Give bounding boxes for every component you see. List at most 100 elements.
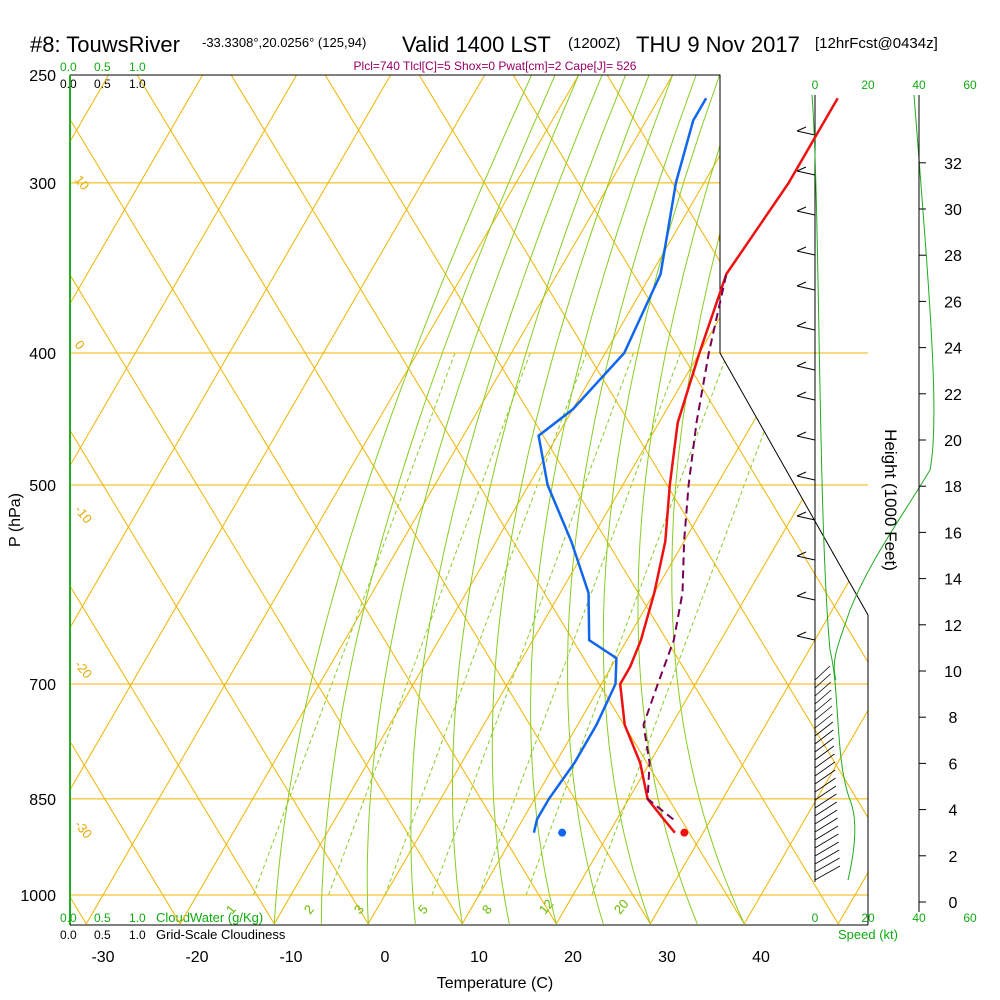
surface-temperature-marker — [680, 828, 689, 837]
mixing-ratio-line — [478, 352, 682, 896]
wind-barb-flag — [796, 246, 807, 252]
parcel-line — [642, 273, 728, 821]
moist-adiabat-line — [491, 75, 650, 924]
moist-adiabat-line — [273, 75, 533, 924]
wind-barb — [814, 737, 834, 753]
wind-barb — [796, 595, 816, 601]
cloudiness-scale-bottom-0: 0.0 — [60, 928, 77, 942]
wind-barb-flag — [796, 431, 807, 437]
moist-adiabat-line — [671, 75, 768, 925]
moist-adiabat-line — [602, 75, 721, 925]
cloudwater-scale-0: 0.0 — [60, 60, 77, 74]
wind-barb — [796, 435, 816, 441]
height-tick-label: 24 — [944, 341, 962, 358]
wind-barb — [814, 833, 839, 849]
cloudiness-scale-1: 0.5 — [94, 77, 111, 91]
height-tick-label: 16 — [944, 525, 962, 542]
moist-adiabat-line — [320, 75, 556, 924]
isotherm-line — [555, 75, 868, 925]
wind-barb — [814, 729, 834, 745]
moist-adiabat-line — [410, 75, 603, 924]
speed-tick-bottom-40: 40 — [912, 911, 926, 925]
isobars — [70, 74, 868, 896]
wind-barb — [814, 777, 836, 793]
wind-barb — [814, 817, 838, 833]
moist-adiabat-line — [452, 75, 627, 924]
temperature-tick-label: -20 — [185, 949, 208, 966]
mixing-ratio-line — [328, 352, 531, 896]
date-text: THU 9 Nov 2017 — [636, 32, 800, 57]
wind-barb — [814, 681, 832, 697]
cloudwater-scale-bottom-0: 0.0 — [60, 911, 77, 925]
wind-barb-flag — [796, 511, 807, 517]
wind-barb — [796, 515, 816, 521]
wind-barb-flag — [796, 281, 807, 287]
mixing-ratio-label: 2 — [301, 902, 317, 917]
wind-barb — [814, 857, 840, 873]
wind-barb — [814, 865, 841, 881]
wind-barb-flag — [796, 126, 807, 132]
wind-barb — [796, 395, 816, 401]
isotherm-line — [649, 75, 868, 925]
wind-barb — [814, 785, 837, 801]
dry-adiabat-line — [70, 75, 181, 925]
zulu-time: (1200Z) — [568, 35, 621, 52]
sounding-params: Plcl=740 Tlcl[C]=5 Shox=0 Pwat[cm]=2 Cap… — [354, 59, 637, 73]
x-axis-label: Temperature (C) — [437, 975, 553, 992]
wind-barb — [796, 555, 816, 561]
wind-barb — [814, 849, 840, 865]
isotherm-line — [461, 75, 868, 925]
height-tick-label: 32 — [944, 156, 962, 173]
pressure-tick-label: 700 — [29, 677, 56, 694]
pressure-tick-label: 1000 — [20, 888, 56, 905]
cloudiness-scale-bottom-1: 0.5 — [94, 928, 111, 942]
dry-adiabat-label: -30 — [72, 817, 96, 841]
isotherm-label: 10 — [740, 365, 768, 393]
height-tick-label: 14 — [944, 572, 962, 589]
wind-barb — [814, 753, 835, 769]
moist-adiabat-line — [530, 75, 674, 925]
wind-barb — [814, 761, 836, 777]
surface-dewpoint-marker — [558, 828, 567, 837]
isotherm-line — [85, 75, 594, 925]
isotherm-line — [743, 75, 868, 925]
pressure-tick-label: 850 — [29, 792, 56, 809]
dry-adiabat-line — [70, 75, 463, 925]
isotherm-line — [0, 51, 29, 924]
height-tick-label: 22 — [944, 387, 962, 404]
wind-barb-flag — [796, 361, 807, 367]
height-tick-label: 30 — [944, 202, 962, 219]
height-tick-label: 28 — [944, 248, 962, 265]
cloudwater-scale-bottom-2: 1.0 — [129, 911, 146, 925]
y-axis-label: P (hPa) — [7, 493, 24, 547]
moist-adiabat-line — [637, 75, 744, 925]
height-tick-label: 2 — [949, 849, 958, 866]
height-tick-label: 0 — [949, 895, 958, 912]
wind-barb — [814, 721, 834, 737]
height-tick-label: 18 — [944, 479, 962, 496]
wind-barb — [814, 697, 832, 713]
height-tick-label: 4 — [949, 803, 958, 820]
pressure-tick-label: 400 — [29, 346, 56, 363]
speed-tick-top-0: 0 — [812, 78, 819, 92]
height-tick-label: 8 — [949, 710, 958, 727]
mixing-ratio-label: 5 — [415, 902, 431, 917]
wind-barb-flag — [796, 471, 807, 477]
dry-adiabat-line — [70, 75, 557, 925]
dry-adiabat-line — [498, 75, 868, 925]
wind-barb — [814, 793, 837, 809]
wind-barb — [814, 801, 838, 817]
wind-barb — [796, 130, 816, 136]
mixing-ratio-line — [525, 352, 729, 896]
wind-barb — [814, 825, 839, 841]
height-tick-label: 26 — [944, 294, 962, 311]
plot-boundary — [70, 74, 869, 925]
mixing-ratio-label: 3 — [351, 902, 367, 917]
wind-barb — [796, 250, 816, 256]
temperature-tick-label: -10 — [279, 949, 302, 966]
speed-tick-top-40: 40 — [912, 78, 926, 92]
isotherm-line — [273, 75, 782, 925]
wind-speed-profile — [811, 94, 856, 881]
dry-adiabat-label: 0 — [72, 337, 88, 352]
